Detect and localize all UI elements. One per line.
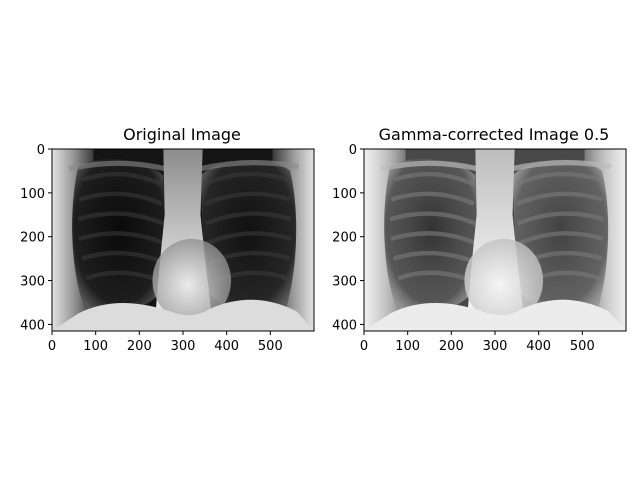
panel-original: Original Image 0 100 200 300 400 500 0 100 200 30… xyxy=(20,125,314,354)
x-tick-label: 500 xyxy=(570,339,595,354)
y-tick-label: 400 xyxy=(20,318,45,333)
y-tick-label: 100 xyxy=(20,187,45,202)
panel-title: Gamma-corrected Image 0.5 xyxy=(379,125,610,144)
x-tick-label: 0 xyxy=(48,339,56,354)
xray-image-gamma xyxy=(364,149,626,331)
x-tick-label: 400 xyxy=(214,339,239,354)
panel-title: Original Image xyxy=(123,125,241,144)
xray-image xyxy=(52,149,314,331)
x-tick-label: 0 xyxy=(360,339,368,354)
x-tick-label: 100 xyxy=(83,339,108,354)
y-tick-label: 300 xyxy=(332,275,357,290)
x-tick-label: 300 xyxy=(483,339,508,354)
x-tick-label: 500 xyxy=(258,339,283,354)
panel-gamma: Gamma-corrected Image 0.5 0 100 200 300 400 5… xyxy=(332,125,626,354)
y-tick-label: 0 xyxy=(349,143,357,158)
x-tick-label: 400 xyxy=(526,339,551,354)
y-tick-label: 200 xyxy=(332,231,357,246)
y-tick-label: 0 xyxy=(37,143,45,158)
y-tick-label: 100 xyxy=(332,187,357,202)
x-tick-label: 100 xyxy=(395,339,420,354)
y-tick-label: 300 xyxy=(20,275,45,290)
x-tick-label: 300 xyxy=(171,339,196,354)
y-tick-label: 400 xyxy=(332,318,357,333)
x-tick-label: 200 xyxy=(439,339,464,354)
y-tick-label: 200 xyxy=(20,231,45,246)
x-tick-label: 200 xyxy=(127,339,152,354)
